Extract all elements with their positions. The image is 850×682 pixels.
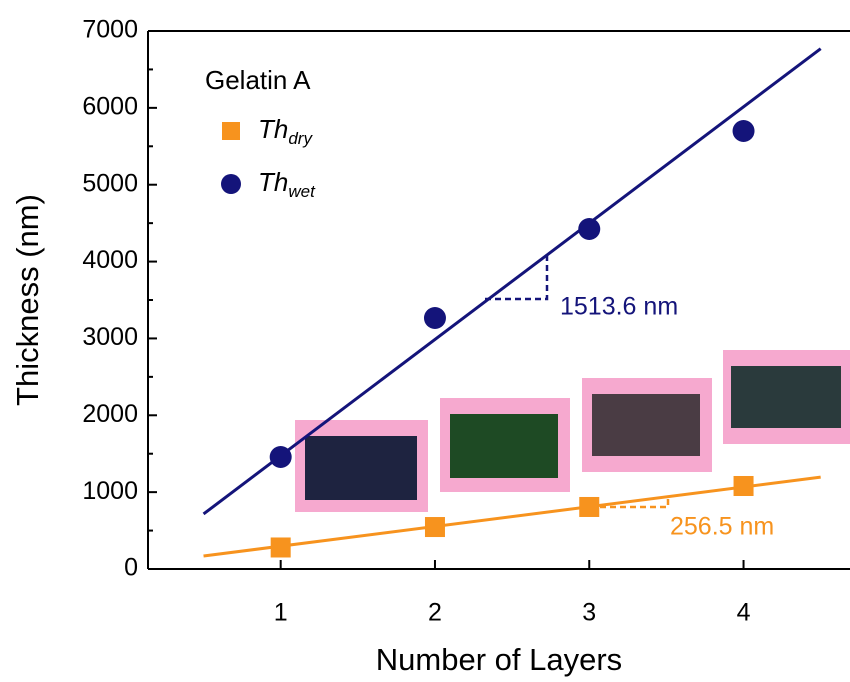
data-point bbox=[578, 217, 601, 240]
y-tick-label: 1000 bbox=[82, 477, 138, 505]
data-point bbox=[424, 517, 445, 538]
x-tick-label: 4 bbox=[737, 599, 751, 627]
y-tick-label: 7000 bbox=[82, 16, 138, 44]
fit-line bbox=[203, 475, 821, 558]
fit-annotation: 1513.6 nm bbox=[560, 293, 678, 321]
legend-title: Gelatin A bbox=[205, 65, 311, 95]
y-tick-label: 2000 bbox=[82, 400, 138, 428]
y-axis-title: Thickness (nm) bbox=[10, 194, 45, 406]
data-point bbox=[732, 119, 755, 142]
legend-marker bbox=[222, 122, 240, 140]
legend-label: Thwet bbox=[258, 167, 316, 202]
data-point bbox=[579, 496, 600, 517]
fit-line bbox=[202, 47, 822, 516]
legend-subscript: wet bbox=[288, 182, 316, 201]
data-point bbox=[270, 537, 291, 558]
y-tick-label: 0 bbox=[124, 554, 138, 582]
y-tick-label: 6000 bbox=[82, 92, 138, 120]
fit-annotation: 256.5 nm bbox=[670, 513, 774, 541]
legend-marker bbox=[221, 174, 241, 194]
x-tick-label: 1 bbox=[274, 599, 288, 627]
data-point bbox=[733, 475, 754, 496]
x-tick-label: 2 bbox=[428, 599, 442, 627]
x-axis-title: Number of Layers bbox=[376, 642, 622, 677]
legend-name: Th bbox=[258, 167, 288, 197]
y-tick-label: 3000 bbox=[82, 323, 138, 351]
x-tick-label: 3 bbox=[582, 599, 596, 627]
legend-name: Th bbox=[258, 114, 288, 144]
legend-label: Thdry bbox=[258, 114, 313, 149]
slope-guides bbox=[485, 255, 670, 509]
data-point bbox=[269, 446, 292, 469]
y-tick-label: 4000 bbox=[82, 246, 138, 274]
photo-insets bbox=[295, 350, 850, 512]
legend-subscript: dry bbox=[288, 129, 313, 148]
y-tick-label: 5000 bbox=[82, 169, 138, 197]
data-point bbox=[423, 306, 446, 329]
